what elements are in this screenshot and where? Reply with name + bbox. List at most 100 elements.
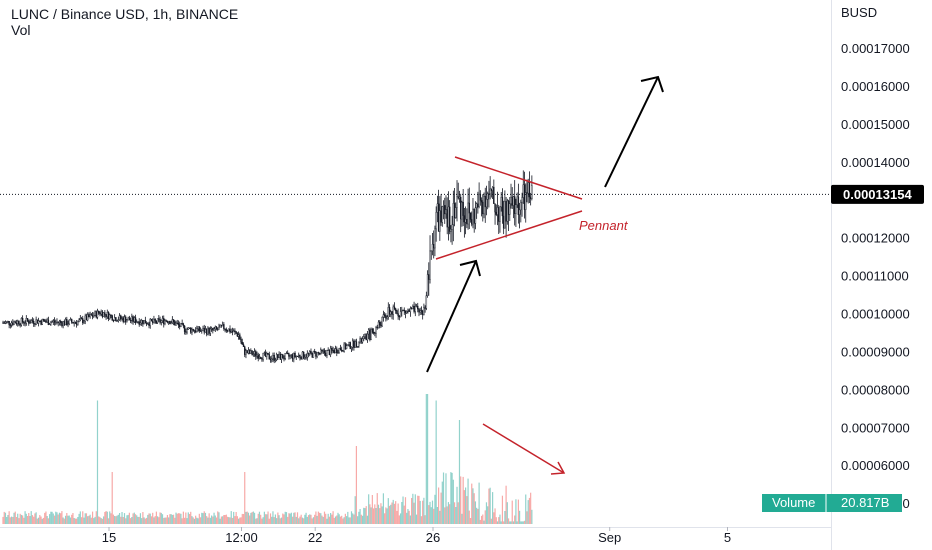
volume-bar (368, 494, 370, 524)
candle (301, 351, 304, 360)
volume-bar (425, 394, 427, 524)
candle (498, 204, 500, 234)
volume-bar (289, 513, 291, 524)
volume-bar (63, 518, 65, 524)
volume-bar (462, 476, 464, 524)
candle (453, 188, 456, 227)
volume-decline-arrow-icon[interactable] (482, 423, 566, 475)
volume-bar (258, 511, 261, 524)
candle (205, 328, 208, 337)
candle (294, 351, 296, 359)
volume-bar (122, 517, 124, 524)
candle (440, 194, 442, 226)
volume-bar (320, 513, 322, 524)
candle (77, 320, 79, 326)
pennant-upper-trendline[interactable] (454, 156, 583, 200)
volume-bar (322, 516, 324, 524)
time-scale[interactable]: 15 12:00 22 26 Sep 5 (102, 527, 731, 545)
price-scale[interactable]: BUSD 0.00017000 0.00016000 0.00015000 0.000… (841, 5, 910, 511)
symbol-title[interactable]: LUNC / Binance USD, 1h, BINANCE (11, 6, 239, 22)
volume-bar (17, 513, 19, 524)
volume-indicator-label[interactable]: Vol (11, 22, 31, 38)
candle (505, 197, 507, 238)
pennant-label[interactable]: Pennant (579, 218, 629, 233)
volume-bar (441, 481, 443, 524)
candle (408, 308, 410, 312)
volume-bar (208, 513, 210, 524)
volume-bar (50, 511, 52, 524)
candle (329, 345, 332, 358)
trend-arrow-up-icon[interactable] (426, 259, 481, 373)
candle (299, 354, 301, 361)
volume-bar (206, 516, 208, 524)
volume-bar (273, 517, 275, 524)
candle (458, 190, 461, 203)
candle (386, 315, 388, 321)
volume-bar (57, 514, 59, 524)
candle (457, 182, 459, 200)
candle (175, 320, 177, 326)
volume-bar (265, 514, 267, 524)
volume-bar (154, 516, 156, 524)
candle (525, 183, 527, 223)
candle (218, 323, 220, 330)
volume-bar (355, 446, 357, 524)
candle (423, 303, 425, 316)
volume-bar (271, 516, 273, 524)
candle (339, 344, 342, 351)
volume-bar (358, 511, 360, 524)
volume-bar (341, 515, 343, 524)
volume-bar (179, 513, 181, 524)
candle (523, 171, 526, 219)
candle (111, 314, 113, 321)
candle (84, 313, 86, 325)
candle (42, 318, 45, 322)
volume-bar (109, 511, 111, 524)
volume-bar (9, 517, 11, 524)
volume-bar (457, 502, 459, 524)
volume-bar (317, 511, 319, 524)
candle (499, 206, 501, 233)
volume-bar (228, 517, 230, 524)
candle (62, 320, 64, 329)
volume-bar (153, 517, 155, 524)
volume-bar (83, 517, 85, 524)
volume-bar (138, 516, 140, 524)
volume-bar (13, 512, 15, 524)
volume-bar (450, 472, 452, 524)
price-tick-label: 0.00007000 (841, 420, 910, 435)
candle (355, 338, 358, 348)
candle (363, 334, 365, 342)
drawings[interactable]: Pennant (426, 75, 664, 475)
volume-bar (101, 518, 103, 524)
volume-bar (402, 496, 404, 524)
candle (102, 312, 105, 317)
volume-bar (125, 518, 127, 524)
candle (239, 332, 241, 340)
volume-bar (282, 513, 284, 524)
candle (5, 321, 8, 324)
volume-bar (526, 511, 528, 524)
volume-bar (318, 512, 321, 524)
pennant-lower-trendline[interactable] (435, 210, 583, 260)
candle (370, 327, 372, 341)
candle (30, 318, 32, 324)
candle (18, 320, 20, 327)
candle (431, 233, 434, 256)
candle (192, 328, 194, 332)
volume-bar (241, 513, 243, 524)
candle (199, 327, 202, 332)
volume-bar (422, 500, 424, 524)
volume-bar (496, 521, 499, 524)
candle (100, 309, 102, 316)
volume-bar (327, 513, 329, 524)
candle (48, 322, 51, 326)
volume-bar (222, 516, 224, 524)
candle (307, 352, 310, 358)
candles (2, 170, 533, 364)
candle (487, 191, 489, 210)
breakout-arrow-up-icon[interactable] (604, 75, 664, 188)
candle (313, 348, 316, 354)
